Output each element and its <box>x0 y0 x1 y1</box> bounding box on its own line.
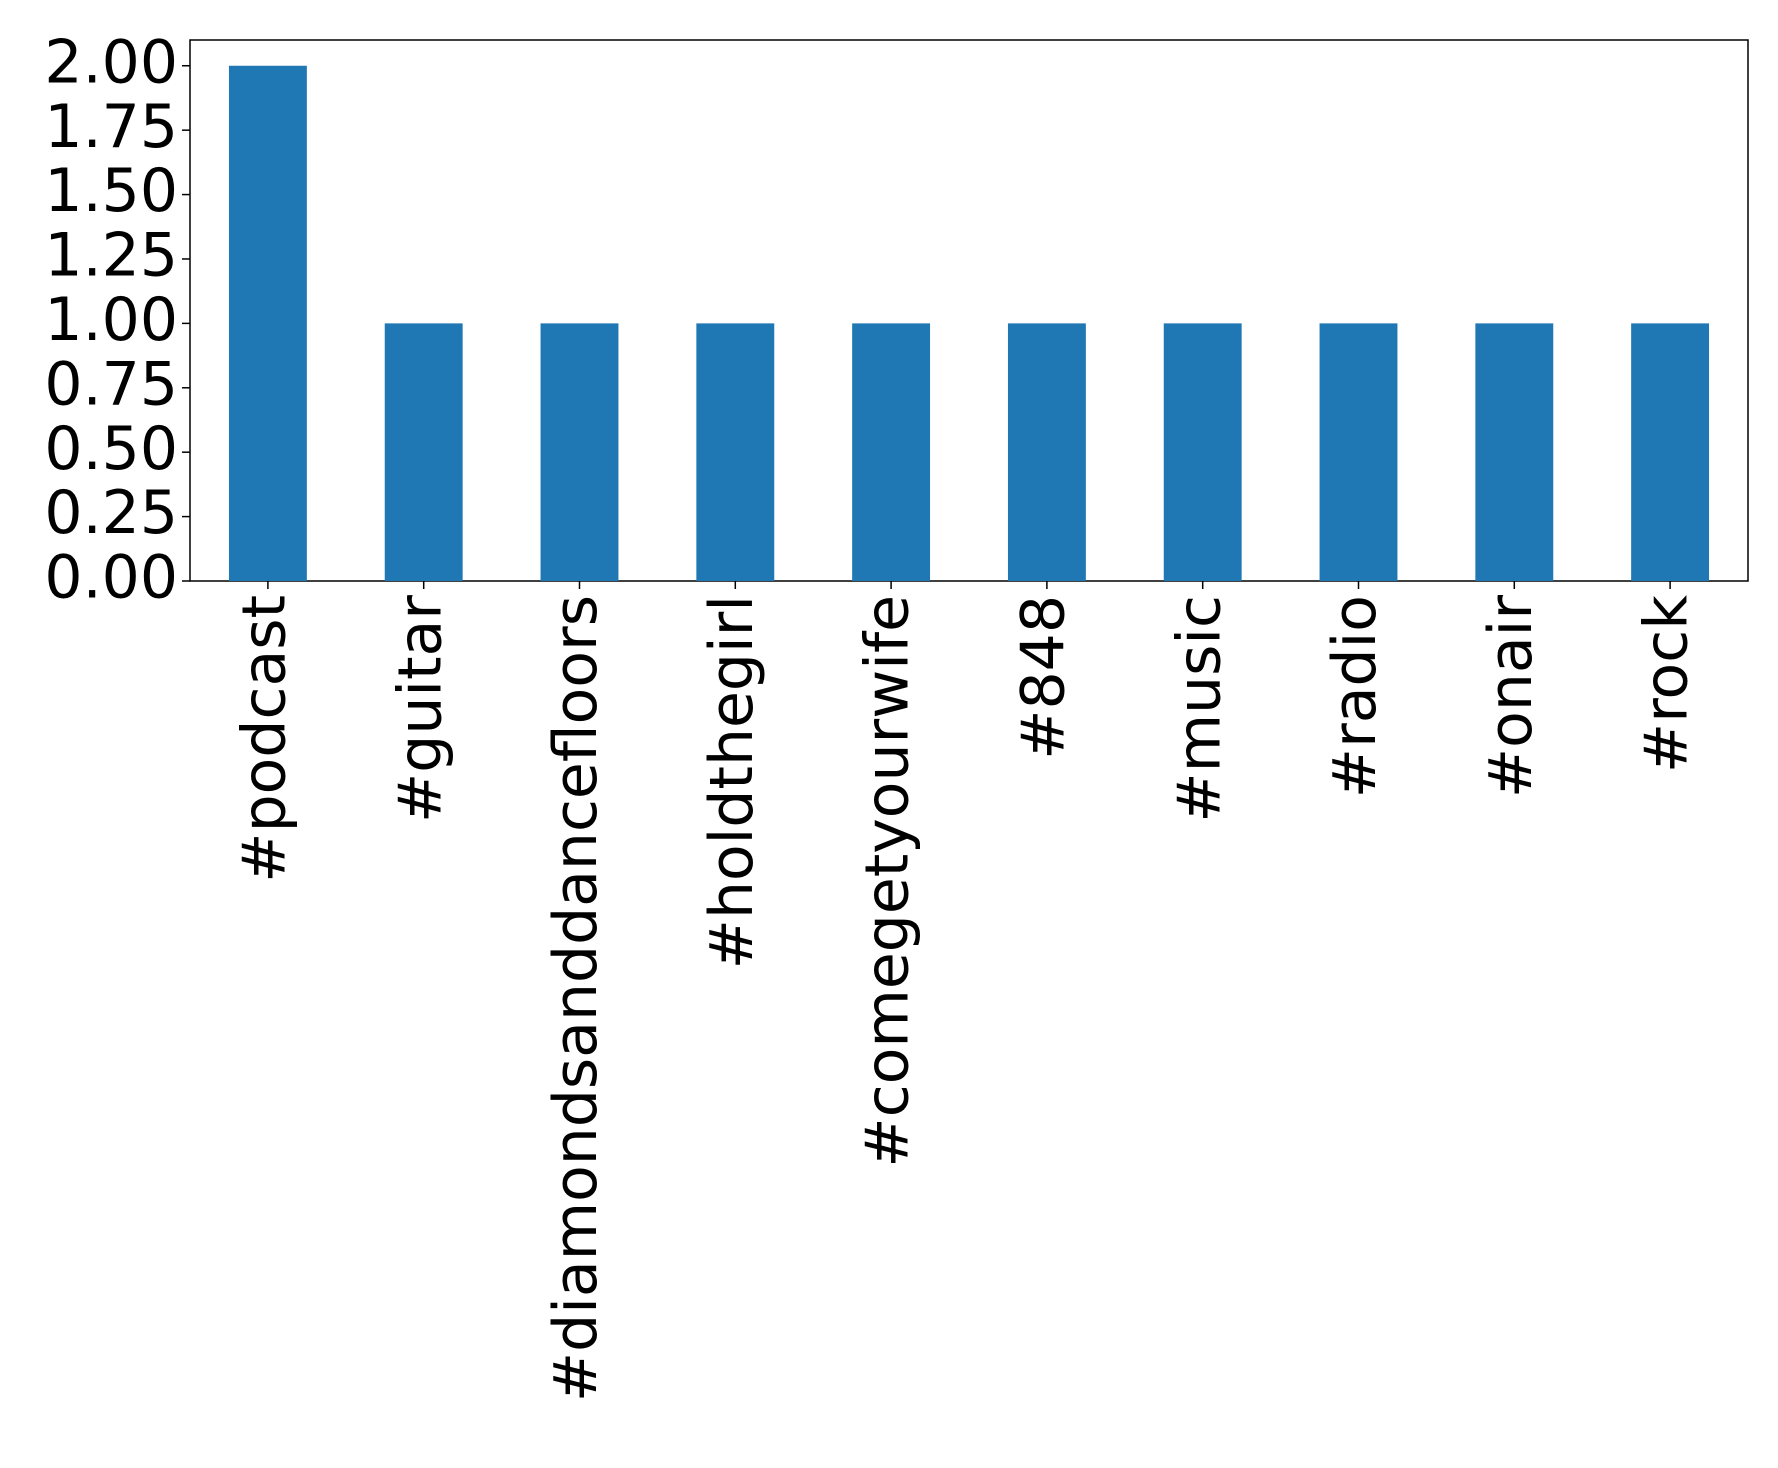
bar <box>1319 323 1398 581</box>
x-tick-label: #guitar <box>385 595 455 823</box>
x-tick-label: #music <box>1164 595 1234 823</box>
x-tick-label: #848 <box>1008 595 1078 760</box>
y-tick-label: 1.25 <box>44 221 178 291</box>
x-tick-label: #radio <box>1320 595 1390 798</box>
x-tick-label: #holdthegirl <box>697 595 767 969</box>
plot-frame <box>189 39 1749 582</box>
bar <box>1631 323 1710 581</box>
y-tick-label: 1.75 <box>44 92 178 162</box>
y-tick-label: 0.25 <box>44 478 178 548</box>
bar <box>1007 323 1086 581</box>
bar <box>696 323 775 581</box>
x-tick-label: #podcast <box>229 595 299 883</box>
y-tick-label: 0.75 <box>44 349 178 419</box>
bar <box>852 323 931 581</box>
bar <box>228 65 307 581</box>
bar <box>384 323 463 581</box>
y-tick-label: 2.00 <box>44 27 178 97</box>
bar <box>540 323 619 581</box>
y-tick-label: 0.00 <box>44 543 178 613</box>
x-tick-label: #diamondsanddancefloors <box>541 595 611 1402</box>
bar <box>1163 323 1242 581</box>
y-tick-label: 0.50 <box>44 414 178 484</box>
y-tick-label: 1.50 <box>44 156 178 226</box>
bar <box>1475 323 1554 581</box>
x-tick-label: #onair <box>1476 595 1546 798</box>
x-tick-label: #comegetyourwife <box>853 595 923 1168</box>
x-tick-label: #rock <box>1632 595 1702 773</box>
y-tick-label: 1.00 <box>44 285 178 355</box>
